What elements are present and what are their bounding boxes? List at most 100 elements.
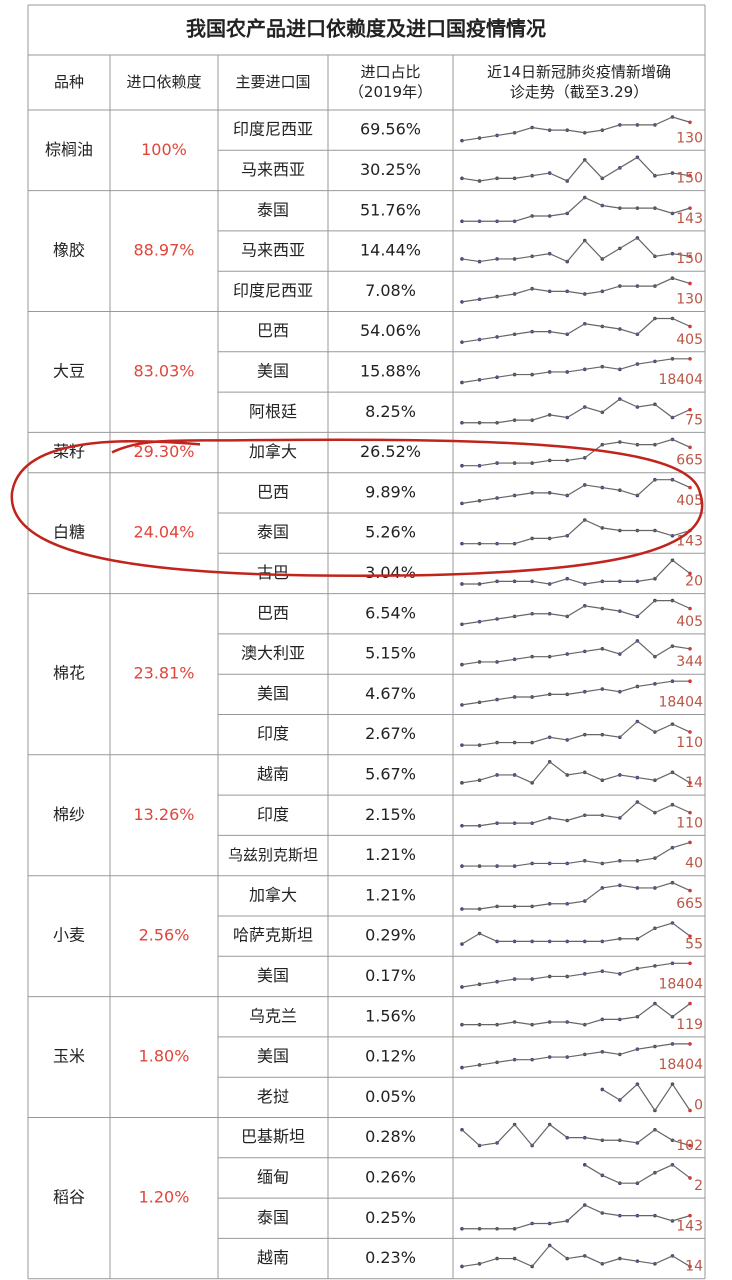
sparkline <box>462 196 691 222</box>
latest-count: 143 <box>676 211 703 227</box>
sparkline <box>601 1083 691 1112</box>
country: 乌兹别克斯坦 <box>228 846 318 864</box>
dependency: 1.20% <box>139 1188 190 1207</box>
sparkline <box>461 358 690 384</box>
sparkline <box>461 1244 691 1268</box>
share: 2.67% <box>365 724 416 743</box>
latest-count: 130 <box>676 292 703 308</box>
share: 51.76% <box>360 200 421 219</box>
share: 3.04% <box>365 563 416 582</box>
country: 泰国 <box>257 523 289 542</box>
share: 0.29% <box>365 926 416 945</box>
latest-count: 130 <box>676 130 703 146</box>
latest-count: 405 <box>676 332 703 348</box>
latest-count: 665 <box>676 896 703 912</box>
country: 巴西 <box>257 321 289 340</box>
sparkline <box>461 599 691 625</box>
dependency: 23.81% <box>133 664 194 683</box>
country: 巴西 <box>257 482 289 501</box>
country: 美国 <box>257 684 289 703</box>
header-cell: 品种 <box>54 73 84 91</box>
dependency: 24.04% <box>133 523 194 542</box>
country: 印度尼西亚 <box>233 120 313 139</box>
latest-count: 405 <box>676 493 703 509</box>
share: 15.88% <box>360 361 421 380</box>
country: 印度 <box>257 724 289 743</box>
share: 0.26% <box>365 1167 416 1186</box>
annotation-circle <box>10 438 704 578</box>
latest-count: 102 <box>676 1138 703 1154</box>
sparkline <box>461 1123 691 1147</box>
crop-name: 玉米 <box>53 1047 85 1066</box>
share: 7.08% <box>365 281 416 300</box>
country: 哈萨克斯坦 <box>233 926 313 945</box>
crop-name: 棉花 <box>53 664 85 683</box>
sparkline-point <box>688 1213 692 1218</box>
country: 马来西亚 <box>241 241 305 260</box>
header-cell: 进口依赖度 <box>126 73 201 91</box>
share: 30.25% <box>360 160 421 179</box>
country: 印度尼西亚 <box>233 281 313 300</box>
latest-count: 18404 <box>658 372 703 388</box>
sparkline <box>462 1002 691 1026</box>
sparkline <box>461 116 691 142</box>
sparkline <box>461 1043 690 1069</box>
sparkline <box>462 801 691 827</box>
sparkline-point <box>688 254 692 259</box>
sparkline <box>461 922 691 945</box>
share: 4.67% <box>365 684 416 703</box>
sparkline-point <box>460 380 464 385</box>
crop-name: 稻谷 <box>53 1188 85 1207</box>
country: 巴西 <box>257 603 289 622</box>
country: 越南 <box>257 1248 289 1267</box>
country: 巴基斯坦 <box>241 1127 305 1146</box>
latest-count: 18404 <box>658 977 703 993</box>
share: 26.52% <box>360 442 421 461</box>
dependency: 13.26% <box>133 805 194 824</box>
sparkline <box>462 720 691 746</box>
dependency: 88.97% <box>133 241 194 260</box>
crop-name: 大豆 <box>53 361 85 380</box>
share: 9.89% <box>365 482 416 501</box>
latest-count: 0 <box>694 1098 703 1114</box>
sparkline <box>462 882 691 910</box>
sparkline <box>584 1164 691 1184</box>
dependency: 29.30% <box>133 442 194 461</box>
share: 69.56% <box>360 120 421 139</box>
share: 14.44% <box>360 241 421 260</box>
latest-count: 405 <box>676 614 703 630</box>
share: 1.56% <box>365 1006 416 1025</box>
share: 1.21% <box>365 885 416 904</box>
country: 美国 <box>257 361 289 380</box>
share: 2.15% <box>365 805 416 824</box>
latest-count: 344 <box>676 654 703 670</box>
sparkline <box>461 962 690 988</box>
crop-name: 橡胶 <box>53 241 85 260</box>
crop-name: 棕榈油 <box>45 140 93 159</box>
country: 美国 <box>257 1047 289 1066</box>
latest-count: 110 <box>676 815 703 831</box>
header-cell: （2019年） <box>349 83 432 101</box>
share: 0.23% <box>365 1248 416 1267</box>
latest-count: 143 <box>676 1218 703 1234</box>
latest-count: 110 <box>676 735 703 751</box>
country: 澳大利亚 <box>241 644 305 663</box>
header-cell: 进口占比 <box>360 63 420 81</box>
share: 54.06% <box>360 321 421 340</box>
share: 5.15% <box>365 644 416 663</box>
crop-name: 棉纱 <box>53 805 85 824</box>
share: 1.21% <box>365 845 416 864</box>
sparkline <box>461 760 691 784</box>
country: 乌克兰 <box>249 1006 297 1025</box>
country: 老挝 <box>257 1087 289 1106</box>
sparkline <box>462 1204 691 1230</box>
latest-count: 665 <box>676 453 703 469</box>
title: 我国农产品进口依赖度及进口国疫情情况 <box>186 17 546 41</box>
country: 印度 <box>257 805 289 824</box>
crop-name: 白糖 <box>53 523 85 542</box>
sparkline <box>461 680 690 706</box>
sparkline-point <box>688 281 692 286</box>
share: 8.25% <box>365 402 416 421</box>
share: 0.25% <box>365 1208 416 1227</box>
